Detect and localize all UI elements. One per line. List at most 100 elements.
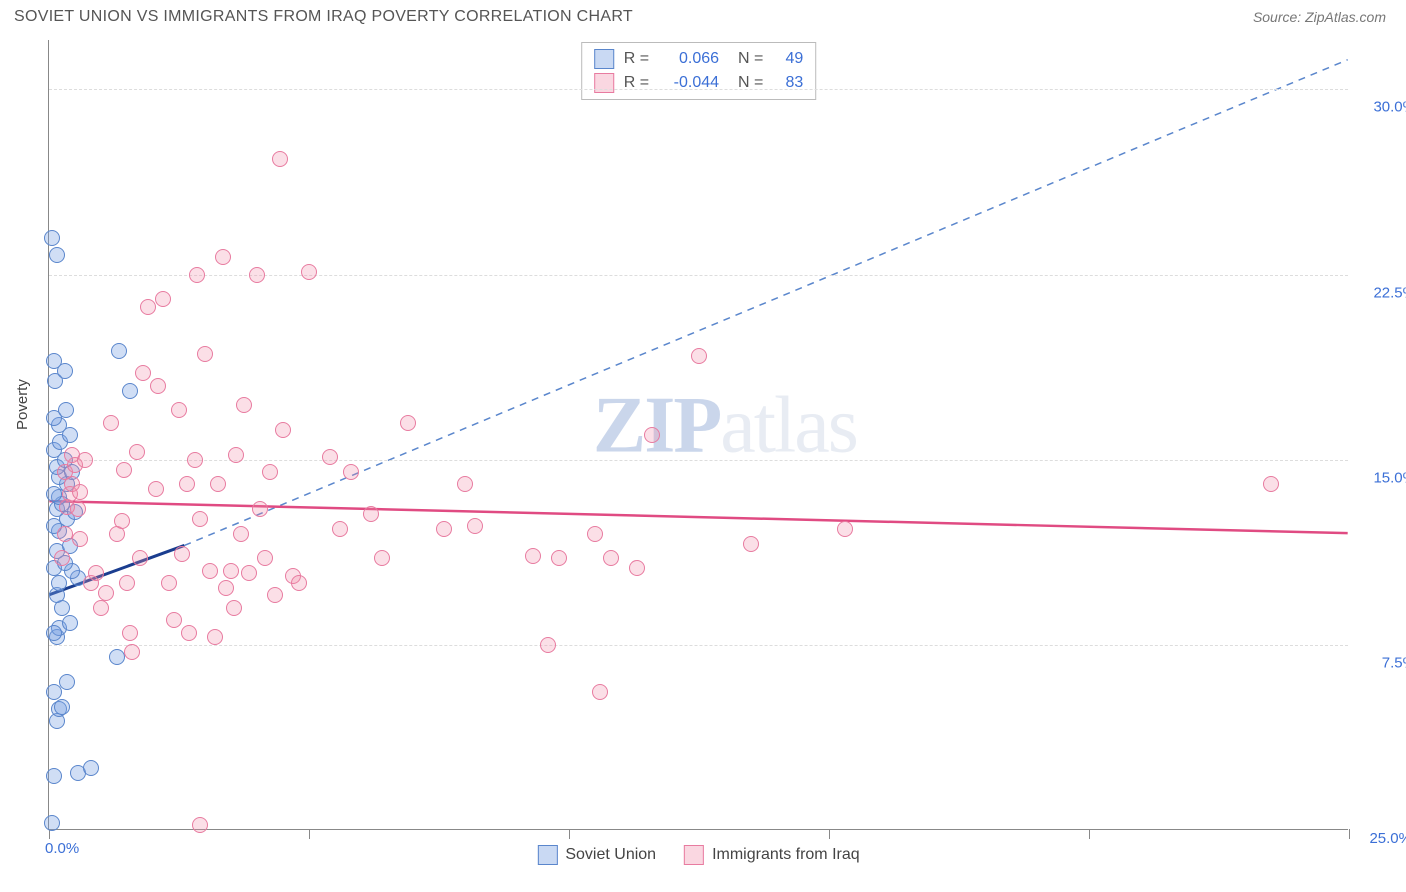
scatter-point — [116, 462, 132, 478]
scatter-point — [150, 378, 166, 394]
stat-r-label: R = — [624, 50, 649, 68]
legend-swatch — [594, 49, 614, 69]
scatter-point — [122, 625, 138, 641]
legend-series-label: Soviet Union — [565, 846, 656, 864]
scatter-point — [322, 449, 338, 465]
scatter-point — [603, 550, 619, 566]
scatter-point — [83, 760, 99, 776]
scatter-point — [181, 625, 197, 641]
legend-stat-row: R =-0.044 N =83 — [594, 71, 804, 95]
scatter-point — [551, 550, 567, 566]
scatter-point — [119, 575, 135, 591]
scatter-point — [46, 625, 62, 641]
scatter-point — [629, 560, 645, 576]
scatter-point — [233, 526, 249, 542]
scatter-point — [301, 264, 317, 280]
scatter-point — [77, 452, 93, 468]
scatter-point — [114, 513, 130, 529]
x-tick — [1349, 829, 1350, 839]
regression-lines-layer — [49, 40, 1348, 829]
scatter-point — [1263, 476, 1279, 492]
legend-stat-row: R = 0.066 N = 49 — [594, 47, 804, 71]
scatter-point — [457, 476, 473, 492]
scatter-point — [587, 526, 603, 542]
scatter-point — [644, 427, 660, 443]
scatter-point — [88, 565, 104, 581]
legend-series: Soviet Union Immigrants from Iraq — [537, 845, 859, 865]
stat-r-value: 0.066 — [659, 50, 719, 68]
scatter-point — [343, 464, 359, 480]
scatter-point — [49, 247, 65, 263]
scatter-point — [275, 422, 291, 438]
scatter-point — [525, 548, 541, 564]
gridline — [49, 645, 1348, 646]
chart-title: SOVIET UNION VS IMMIGRANTS FROM IRAQ POV… — [14, 8, 633, 26]
scatter-point — [272, 151, 288, 167]
scatter-point — [218, 580, 234, 596]
scatter-point — [122, 383, 138, 399]
scatter-point — [109, 649, 125, 665]
scatter-point — [72, 484, 88, 500]
header: SOVIET UNION VS IMMIGRANTS FROM IRAQ POV… — [0, 0, 1406, 30]
scatter-point — [192, 817, 208, 833]
scatter-point — [161, 575, 177, 591]
chart-plot-area: ZIPatlas R =0.066 N =49R =-0.044 N =83 S… — [48, 40, 1348, 830]
scatter-point — [189, 267, 205, 283]
legend-stats: R = 0.066 N = 49 R =-0.044 N =83 — [581, 42, 817, 100]
scatter-point — [467, 518, 483, 534]
scatter-point — [202, 563, 218, 579]
scatter-point — [179, 476, 195, 492]
scatter-point — [59, 674, 75, 690]
y-tick-label: 30.0% — [1373, 99, 1406, 116]
source-attribution: Source: ZipAtlas.com — [1253, 9, 1386, 25]
scatter-point — [223, 563, 239, 579]
scatter-point — [187, 452, 203, 468]
scatter-point — [436, 521, 452, 537]
scatter-point — [132, 550, 148, 566]
scatter-point — [129, 444, 145, 460]
scatter-point — [374, 550, 390, 566]
x-tick-label: 25.0% — [1369, 830, 1406, 847]
scatter-point — [44, 230, 60, 246]
y-axis-title: Poverty — [14, 379, 31, 430]
scatter-point — [54, 699, 70, 715]
scatter-point — [332, 521, 348, 537]
x-tick — [569, 829, 570, 839]
stat-n-value: 49 — [773, 50, 803, 68]
y-tick-label: 22.5% — [1373, 284, 1406, 301]
watermark: ZIPatlas — [593, 380, 857, 471]
scatter-point — [140, 299, 156, 315]
scatter-point — [166, 612, 182, 628]
scatter-point — [58, 402, 74, 418]
scatter-point — [155, 291, 171, 307]
scatter-point — [111, 343, 127, 359]
legend-swatch — [537, 845, 557, 865]
gridline — [49, 460, 1348, 461]
scatter-point — [262, 464, 278, 480]
scatter-point — [135, 365, 151, 381]
scatter-point — [249, 267, 265, 283]
legend-swatch — [684, 845, 704, 865]
scatter-point — [228, 447, 244, 463]
gridline — [49, 275, 1348, 276]
scatter-point — [241, 565, 257, 581]
scatter-point — [400, 415, 416, 431]
y-tick-label: 15.0% — [1373, 469, 1406, 486]
regression-line — [184, 60, 1347, 546]
scatter-point — [236, 397, 252, 413]
scatter-point — [226, 600, 242, 616]
scatter-point — [252, 501, 268, 517]
scatter-point — [171, 402, 187, 418]
legend-series-label: Immigrants from Iraq — [712, 846, 860, 864]
gridline — [49, 89, 1348, 90]
stat-n-label: N = — [729, 50, 763, 68]
scatter-point — [743, 536, 759, 552]
scatter-point — [124, 644, 140, 660]
scatter-point — [54, 550, 70, 566]
scatter-point — [363, 506, 379, 522]
scatter-point — [93, 600, 109, 616]
scatter-point — [46, 768, 62, 784]
scatter-point — [291, 575, 307, 591]
scatter-point — [592, 684, 608, 700]
scatter-point — [57, 526, 73, 542]
